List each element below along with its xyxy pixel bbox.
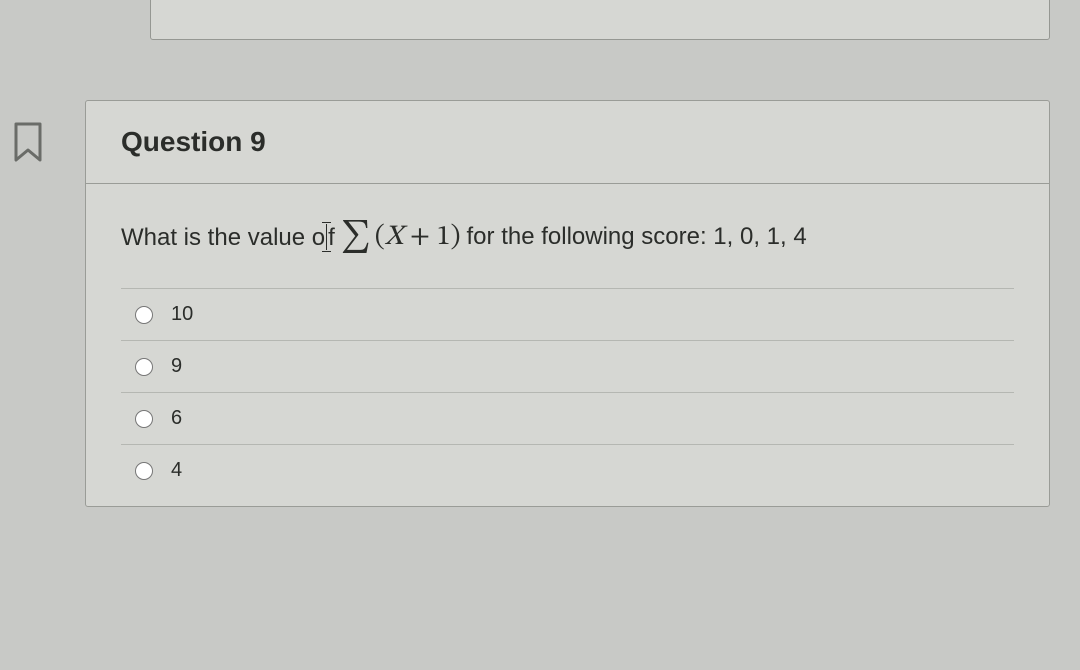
- question-header: Question 9: [86, 101, 1049, 184]
- prompt-text-post: for the following score: 1, 0, 1, 4: [467, 219, 807, 255]
- option-radio[interactable]: [135, 410, 153, 428]
- option-label: 6: [171, 407, 182, 430]
- option-label: 4: [171, 459, 182, 482]
- bookmark-icon[interactable]: [10, 120, 48, 173]
- previous-question-card: [150, 0, 1050, 40]
- option-row[interactable]: 6: [121, 392, 1014, 444]
- math-expression: ∑ (X + 1): [341, 216, 461, 258]
- prompt-text-pre: What is the value of: [121, 219, 335, 256]
- option-row[interactable]: 9: [121, 340, 1014, 392]
- option-radio[interactable]: [135, 462, 153, 480]
- quiz-page: Question 9 What is the value of ∑ (X + 1…: [0, 0, 1080, 670]
- question-title: Question 9: [121, 126, 266, 157]
- question-card: Question 9 What is the value of ∑ (X + 1…: [85, 100, 1050, 507]
- options-list: 10 9 6 4: [121, 288, 1014, 496]
- option-label: 10: [171, 303, 193, 326]
- option-row[interactable]: 10: [121, 288, 1014, 340]
- math-inner: (X + 1): [375, 216, 461, 258]
- text-cursor-icon: [326, 224, 327, 250]
- option-row[interactable]: 4: [121, 444, 1014, 496]
- question-body: What is the value of ∑ (X + 1) for the f…: [86, 184, 1049, 506]
- option-label: 9: [171, 355, 182, 378]
- option-radio[interactable]: [135, 358, 153, 376]
- question-prompt: What is the value of ∑ (X + 1) for the f…: [121, 216, 1014, 258]
- sigma-icon: ∑: [341, 221, 371, 253]
- option-radio[interactable]: [135, 306, 153, 324]
